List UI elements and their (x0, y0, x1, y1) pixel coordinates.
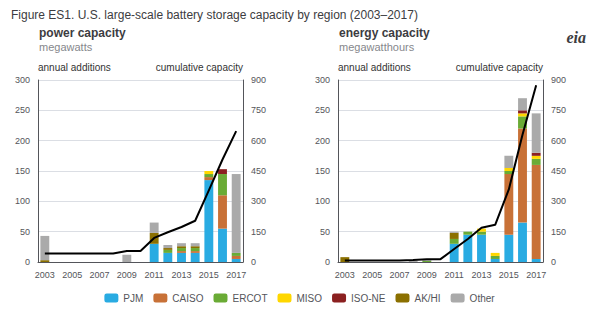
svg-text:600: 600 (551, 136, 566, 146)
svg-text:power capacity: power capacity (39, 26, 126, 40)
svg-text:2013: 2013 (471, 270, 491, 280)
svg-text:0: 0 (551, 257, 556, 267)
svg-text:600: 600 (251, 136, 266, 146)
svg-text:200: 200 (315, 136, 330, 146)
svg-text:50: 50 (20, 227, 30, 237)
svg-text:300: 300 (15, 75, 30, 85)
svg-text:2017: 2017 (226, 270, 246, 280)
svg-text:PJM: PJM (123, 293, 143, 304)
svg-text:100: 100 (15, 196, 30, 206)
svg-text:100: 100 (315, 196, 330, 206)
svg-text:2011: 2011 (144, 270, 163, 280)
svg-text:750: 750 (251, 105, 266, 115)
svg-text:2005: 2005 (362, 270, 382, 280)
svg-text:Other: Other (470, 293, 496, 304)
svg-text:2003: 2003 (35, 270, 55, 280)
svg-text:2017: 2017 (526, 270, 546, 280)
svg-text:300: 300 (251, 196, 266, 206)
svg-text:150: 150 (251, 227, 266, 237)
svg-text:450: 450 (251, 166, 266, 176)
svg-text:eia: eia (566, 29, 586, 46)
svg-text:megawatthours: megawatthours (339, 41, 415, 53)
svg-text:0: 0 (25, 257, 30, 267)
svg-text:cumulative capacity: cumulative capacity (156, 62, 243, 73)
svg-text:150: 150 (315, 166, 330, 176)
svg-text:ERCOT: ERCOT (232, 293, 267, 304)
svg-text:CAISO: CAISO (172, 293, 203, 304)
svg-text:annual additions: annual additions (338, 62, 411, 73)
svg-text:0: 0 (251, 257, 256, 267)
svg-text:2013: 2013 (171, 270, 191, 280)
svg-text:150: 150 (551, 227, 566, 237)
svg-text:megawatts: megawatts (39, 41, 93, 53)
svg-text:150: 150 (15, 166, 30, 176)
svg-text:900: 900 (251, 75, 266, 85)
svg-text:750: 750 (551, 105, 566, 115)
svg-text:MISO: MISO (296, 293, 322, 304)
svg-text:cumulative capacity: cumulative capacity (456, 62, 543, 73)
svg-text:300: 300 (315, 75, 330, 85)
svg-text:300: 300 (551, 196, 566, 206)
svg-text:Figure ES1. U.S. large-scale b: Figure ES1. U.S. large-scale battery sto… (11, 8, 418, 22)
svg-text:2015: 2015 (499, 270, 519, 280)
svg-text:2003: 2003 (335, 270, 355, 280)
svg-text:2005: 2005 (62, 270, 82, 280)
svg-text:2009: 2009 (117, 270, 137, 280)
svg-text:900: 900 (551, 75, 566, 85)
svg-text:2007: 2007 (89, 270, 109, 280)
svg-text:2011: 2011 (444, 270, 463, 280)
svg-text:AK/HI: AK/HI (414, 293, 440, 304)
svg-text:2015: 2015 (199, 270, 219, 280)
svg-text:ISO-NE: ISO-NE (351, 293, 386, 304)
svg-text:2007: 2007 (389, 270, 409, 280)
svg-text:450: 450 (551, 166, 566, 176)
svg-text:200: 200 (15, 136, 30, 146)
svg-text:250: 250 (315, 105, 330, 115)
svg-text:annual additions: annual additions (38, 62, 111, 73)
svg-text:250: 250 (15, 105, 30, 115)
svg-text:2009: 2009 (417, 270, 437, 280)
svg-text:50: 50 (320, 227, 330, 237)
svg-text:energy capacity: energy capacity (339, 26, 430, 40)
svg-text:0: 0 (325, 257, 330, 267)
